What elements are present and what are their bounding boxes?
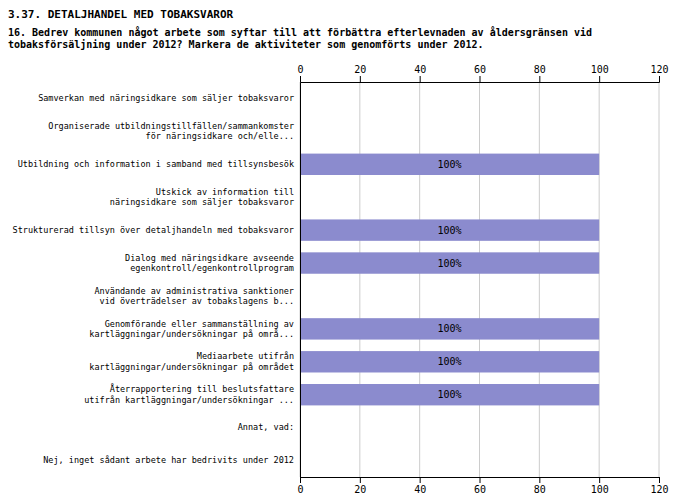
tick-mark	[420, 477, 421, 483]
grid-line	[599, 82, 600, 477]
tick: Utbildning och information i samband med…	[18, 159, 300, 169]
tick-mark	[360, 76, 361, 82]
tick: Dialog med näringsidkare avseendeegenkon…	[125, 253, 300, 273]
grid-line	[539, 82, 540, 477]
tick-label: Utbildning och information i samband med…	[18, 159, 294, 169]
tick-label: 100	[591, 484, 609, 495]
tick-label: 40	[414, 64, 426, 75]
tick: 40	[414, 64, 426, 82]
tick-mark	[539, 76, 540, 82]
tick: 20	[354, 477, 366, 495]
tick-mark	[420, 76, 421, 82]
tick: 100	[591, 64, 609, 82]
tick-label: 20	[354, 64, 366, 75]
tick-label: 60	[474, 64, 486, 75]
data-label: 100%	[438, 258, 462, 269]
tick-label: Genomförande eller sammanställning avkar…	[89, 318, 294, 338]
grid-line	[359, 82, 360, 477]
axis-line	[301, 478, 660, 484]
data-label: 100%	[438, 323, 462, 334]
tick-label: Nej, inget sådant arbete har bedrivits u…	[43, 455, 294, 465]
subtitle: 16. Bedrev kommunen något arbete som syf…	[8, 26, 592, 50]
bar	[300, 252, 599, 273]
grid	[300, 82, 659, 477]
tick: Strukturerad tillsyn över detaljhandeln …	[13, 225, 300, 235]
tick: Återrapportering till beslutsfattareutif…	[84, 383, 300, 404]
tick-label: 20	[354, 484, 366, 495]
tick: 120	[650, 64, 668, 82]
tick: 20	[354, 64, 366, 82]
data-labels: 100% 100% 100% 100% 100% 100%	[438, 159, 462, 400]
tick-label: Användande av administrativa sanktionerv…	[94, 286, 294, 306]
bar	[300, 351, 599, 372]
tick-label: Mediaarbete utifrånkartläggningar/unders…	[89, 351, 294, 371]
tick: Samverkan med näringsidkare som säljer t…	[38, 93, 300, 103]
tick-label: Organiserade utbildningstillfällen/samma…	[48, 121, 294, 141]
bar	[300, 219, 599, 240]
tick: 60	[474, 477, 486, 495]
tick: Mediaarbete utifrånkartläggningar/unders…	[89, 351, 300, 371]
tick: Användande av administrativa sanktionerv…	[94, 286, 300, 306]
tick-label: 40	[414, 484, 426, 495]
tick-label: Dialog med näringsidkare avseendeegenkon…	[125, 253, 294, 273]
grid-line	[419, 82, 420, 477]
tick-mark	[599, 76, 600, 82]
tick: 0	[297, 64, 303, 82]
tick: 80	[534, 477, 546, 495]
data-label: 100%	[438, 159, 462, 170]
tick-label: 60	[474, 484, 486, 495]
grid-line	[300, 82, 301, 477]
bar	[300, 318, 599, 339]
bars	[300, 154, 599, 406]
tick: 0	[297, 477, 303, 495]
tick: Utskick av information tillnäringsidkare…	[110, 187, 300, 207]
y-axis: Samverkan med näringsidkare som säljer t…	[13, 83, 301, 478]
tick: 40	[414, 477, 426, 495]
title: 3.37. DETALJHANDEL MED TOBAKSVAROR	[8, 8, 234, 21]
tick-label: Annat, vad:	[238, 422, 294, 432]
tick: Organiserade utbildningstillfällen/samma…	[48, 121, 300, 141]
tick: 120	[650, 477, 668, 495]
axis-line	[301, 76, 660, 83]
tick-label: 120	[650, 64, 668, 75]
tick: 100	[591, 477, 609, 495]
tick: 60	[474, 64, 486, 82]
tick-mark	[360, 477, 361, 483]
tick: Nej, inget sådant arbete har bedrivits u…	[43, 455, 300, 465]
data-label: 100%	[438, 356, 462, 367]
tick-label: 100	[591, 64, 609, 75]
tick: Annat, vad:	[238, 422, 300, 432]
tick-mark	[480, 477, 481, 483]
tick-mark	[659, 477, 660, 483]
tick-mark	[659, 76, 660, 82]
x-axis-top: 0 20 40 60 80 100 120	[297, 64, 668, 83]
tick-mark	[599, 477, 600, 483]
tick-label: 0	[297, 484, 303, 495]
tick-mark	[300, 76, 301, 82]
tick-mark	[539, 477, 540, 483]
bar	[300, 154, 599, 175]
grid-line	[659, 82, 660, 477]
grid-line	[479, 82, 480, 477]
tick-label: Utskick av information tillnäringsidkare…	[110, 187, 294, 207]
x-axis-bottom: 0 20 40 60 80 100 120	[297, 477, 668, 495]
tick-mark	[300, 477, 301, 483]
tick-mark	[480, 76, 481, 82]
tick-label: Återrapportering till beslutsfattareutif…	[84, 383, 294, 404]
tick-label: Samverkan med näringsidkare som säljer t…	[38, 93, 294, 103]
tick-label: 120	[650, 484, 668, 495]
bar	[300, 384, 599, 405]
tick: Genomförande eller sammanställning avkar…	[89, 318, 300, 338]
tick: 80	[534, 64, 546, 82]
chart: 3.37. DETALJHANDEL MED TOBAKSVAROR 16. Be…	[0, 0, 681, 503]
data-label: 100%	[438, 225, 462, 236]
data-label: 100%	[438, 389, 462, 400]
axis-line	[300, 83, 301, 478]
tick-label: 0	[297, 64, 303, 75]
tick-label: 80	[534, 484, 546, 495]
tick-label: 80	[534, 64, 546, 75]
tick-label: Strukturerad tillsyn över detaljhandeln …	[13, 225, 294, 235]
